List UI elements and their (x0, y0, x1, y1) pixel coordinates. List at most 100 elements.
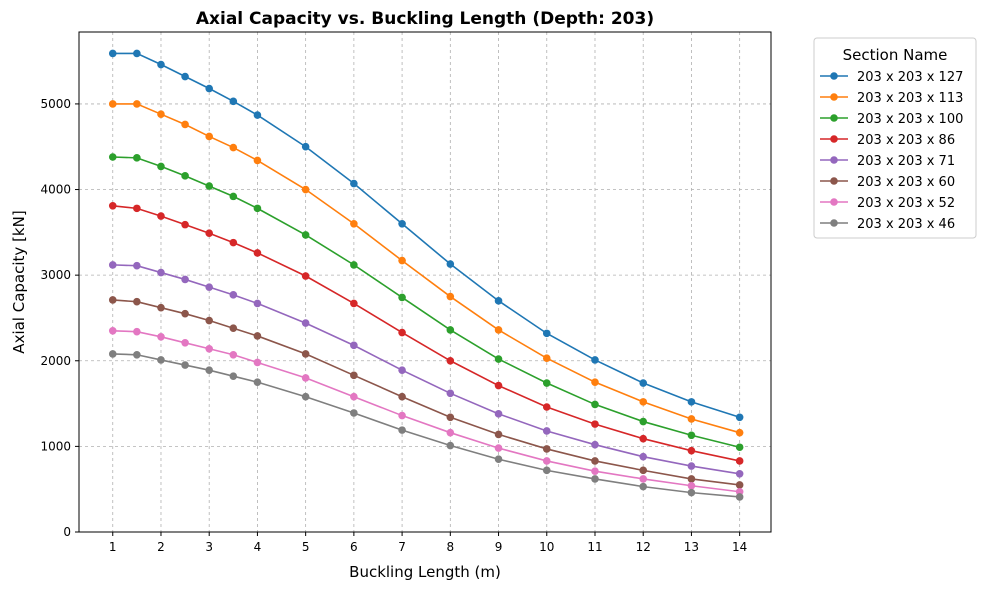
data-point (735, 469, 744, 478)
data-point (398, 366, 406, 374)
data-point (133, 154, 141, 162)
data-point (108, 261, 117, 269)
legend-item: 203 x 203 x 100 (820, 112, 963, 127)
data-point (735, 457, 744, 465)
legend-item: 203 x 203 x 46 (820, 217, 955, 232)
data-point (253, 111, 262, 119)
legend-item: 203 x 203 x 52 (820, 196, 955, 211)
data-point (639, 434, 648, 443)
x-tick-label: 13 (684, 540, 699, 554)
legend-label: 203 x 203 x 113 (857, 91, 963, 106)
legend-box (813, 37, 977, 239)
data-point (591, 378, 599, 386)
data-point (301, 374, 310, 382)
legend: Section Name 203 x 203 x 127 203 x 203 x … (813, 37, 977, 239)
data-point (398, 328, 406, 337)
data-point (205, 84, 214, 93)
data-point (687, 398, 696, 406)
x-tick-label: 1 (109, 540, 117, 554)
data-point (542, 427, 551, 435)
data-point (301, 272, 310, 280)
data-point (494, 430, 503, 439)
data-point (253, 332, 262, 340)
legend-swatch-marker (830, 72, 838, 80)
x-tick-label: 5 (302, 540, 310, 554)
x-tick-label: 14 (732, 540, 747, 554)
legend-swatch-marker (830, 135, 838, 143)
data-point (542, 445, 551, 453)
data-point (735, 443, 744, 452)
data-point (133, 297, 141, 306)
legend-label: 203 x 203 x 100 (857, 112, 963, 127)
data-point (181, 275, 189, 284)
data-point (398, 426, 406, 434)
legend-swatch-marker (830, 93, 838, 101)
data-point (133, 49, 141, 58)
legend-label: 203 x 203 x 86 (857, 133, 955, 148)
data-point (735, 428, 744, 437)
data-point (687, 446, 696, 455)
data-point (157, 162, 165, 171)
data-point (687, 415, 696, 423)
data-point (229, 97, 238, 106)
data-point (494, 326, 503, 334)
data-point (133, 261, 141, 270)
legend-item: 203 x 203 x 127 (820, 70, 963, 85)
series-1 (108, 100, 744, 437)
y-tick-label: 4000 (40, 183, 71, 197)
data-point (205, 182, 214, 190)
data-point (181, 72, 189, 81)
chart-title: Axial Capacity vs. Buckling Length (Dept… (196, 9, 654, 29)
data-point (157, 268, 165, 277)
data-point (181, 309, 189, 318)
y-tick-label: 0 (63, 525, 71, 539)
data-point (205, 132, 214, 141)
data-point (398, 219, 406, 228)
data-point (181, 120, 189, 129)
data-point (108, 202, 117, 210)
series-6 (108, 327, 744, 496)
data-point (253, 249, 262, 257)
data-point (398, 411, 406, 420)
legend-swatch-marker (830, 156, 838, 164)
data-point (350, 392, 358, 401)
legend-label: 203 x 203 x 60 (857, 175, 955, 190)
data-point (494, 297, 503, 305)
data-point (591, 440, 599, 449)
data-point (229, 238, 238, 247)
data-point (229, 143, 238, 152)
legend-item: 203 x 203 x 113 (820, 91, 963, 106)
legend-label: 203 x 203 x 52 (857, 196, 955, 211)
data-point (494, 381, 503, 390)
data-point (591, 467, 599, 476)
data-point (350, 371, 358, 380)
data-point (494, 444, 503, 452)
legend-swatch-marker (830, 219, 838, 227)
data-point (446, 326, 455, 334)
data-point (157, 332, 165, 341)
legend-label: 203 x 203 x 46 (857, 217, 955, 232)
data-point (181, 220, 189, 229)
data-point (301, 350, 310, 358)
data-point (542, 466, 551, 475)
data-point (446, 389, 455, 398)
x-tick-label: 11 (587, 540, 602, 554)
data-point (229, 372, 238, 380)
data-point (108, 296, 117, 304)
data-point (108, 49, 117, 58)
data-point (205, 316, 214, 325)
data-point (253, 378, 262, 386)
y-tick-label: 5000 (40, 97, 71, 111)
x-tick-label: 12 (636, 540, 651, 554)
data-point (446, 441, 455, 450)
data-point (181, 361, 189, 369)
data-point (446, 260, 455, 268)
data-point (398, 392, 406, 401)
data-point (301, 185, 310, 194)
data-point (735, 481, 744, 489)
legend-swatch-marker (830, 198, 838, 206)
data-point (591, 400, 599, 409)
data-point (591, 420, 599, 428)
data-point (639, 452, 648, 461)
